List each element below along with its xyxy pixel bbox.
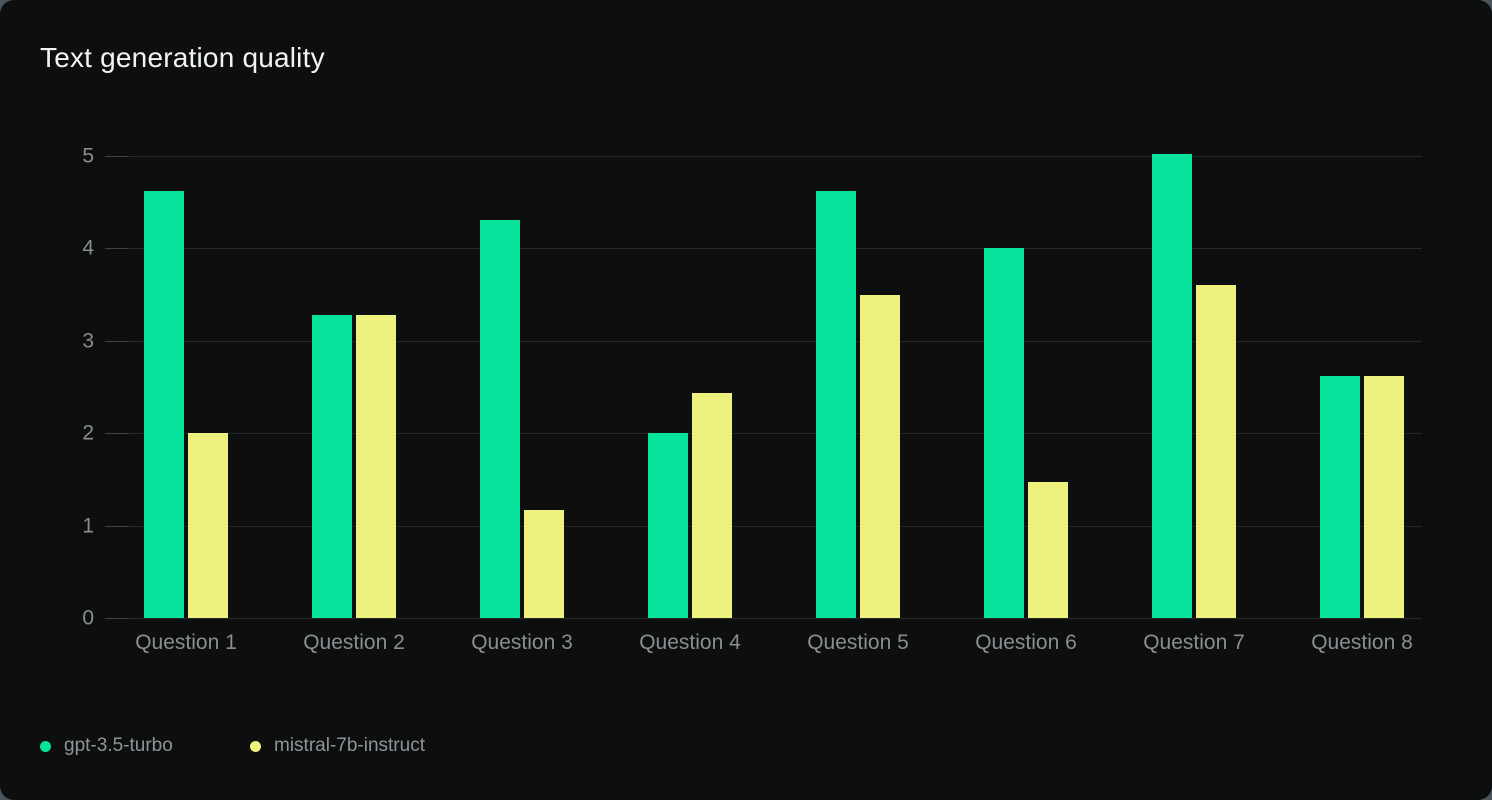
legend-dot-mistral-7b-instruct <box>250 740 261 752</box>
y-axis-label-5: 5 <box>82 144 94 168</box>
bar-mistral-7b-instruct-question-7[interactable] <box>1196 285 1236 618</box>
x-axis-label-question-2: Question 2 <box>303 631 405 654</box>
bar-mistral-7b-instruct-question-8[interactable] <box>1364 375 1404 618</box>
bar-gpt-3-5-turbo-question-5[interactable] <box>816 191 856 618</box>
legend-item-mistral-7b-instruct[interactable]: mistral-7b-instruct <box>250 735 425 757</box>
y-axis-label-0: 0 <box>82 606 94 630</box>
y-axis-label-3: 3 <box>82 329 94 353</box>
bar-mistral-7b-instruct-question-4[interactable] <box>692 393 732 618</box>
y-axis-label-4: 4 <box>82 236 94 260</box>
x-axis-label-question-4: Question 4 <box>639 631 741 654</box>
gridline-y-2 <box>105 433 1422 435</box>
gridline-y-0 <box>105 618 1422 619</box>
bar-gpt-3-5-turbo-question-4[interactable] <box>648 433 688 618</box>
bar-mistral-7b-instruct-question-6[interactable] <box>1028 482 1068 618</box>
y-axis-tick-0 <box>105 618 129 619</box>
y-axis-tick-2 <box>105 433 129 435</box>
gridline-y-1 <box>105 525 1422 527</box>
y-axis-tick-3 <box>105 340 129 342</box>
bar-gpt-3-5-turbo-question-1[interactable] <box>144 191 184 618</box>
bar-mistral-7b-instruct-question-5[interactable] <box>860 294 900 618</box>
legend-label-mistral-7b-instruct: mistral-7b-instruct <box>274 735 425 756</box>
bar-gpt-3-5-turbo-question-2[interactable] <box>312 314 352 618</box>
x-axis-label-question-7: Question 7 <box>1143 631 1245 654</box>
x-axis-label-question-1: Question 1 <box>135 631 237 654</box>
y-axis-tick-1 <box>105 525 129 527</box>
bar-mistral-7b-instruct-question-1[interactable] <box>188 433 228 618</box>
bar-gpt-3-5-turbo-question-8[interactable] <box>1320 375 1360 618</box>
bar-mistral-7b-instruct-question-3[interactable] <box>524 509 564 618</box>
y-axis-label-1: 1 <box>82 514 94 538</box>
y-axis-tick-5 <box>105 156 129 157</box>
y-axis-label-2: 2 <box>82 421 94 445</box>
bar-gpt-3-5-turbo-question-7[interactable] <box>1152 154 1192 618</box>
bar-gpt-3-5-turbo-question-6[interactable] <box>984 248 1024 618</box>
bar-mistral-7b-instruct-question-2[interactable] <box>356 314 396 618</box>
chart-title: Text generation quality <box>40 42 325 73</box>
x-axis-label-question-5: Question 5 <box>807 631 909 654</box>
y-axis-tick-4 <box>105 248 129 250</box>
x-axis-label-question-3: Question 3 <box>471 631 573 654</box>
gridline-y-4 <box>105 248 1422 250</box>
x-axis-label-question-6: Question 6 <box>975 631 1077 654</box>
gridline-y-5 <box>105 156 1422 157</box>
bar-gpt-3-5-turbo-question-3[interactable] <box>480 219 520 618</box>
gridline-y-3 <box>105 340 1422 342</box>
legend-dot-gpt-3-5-turbo <box>40 740 51 752</box>
x-axis-label-question-8: Question 8 <box>1311 631 1413 654</box>
legend-label-gpt-3-5-turbo: gpt-3.5-turbo <box>64 735 173 756</box>
legend-item-gpt-3-5-turbo[interactable]: gpt-3.5-turbo <box>40 735 173 757</box>
